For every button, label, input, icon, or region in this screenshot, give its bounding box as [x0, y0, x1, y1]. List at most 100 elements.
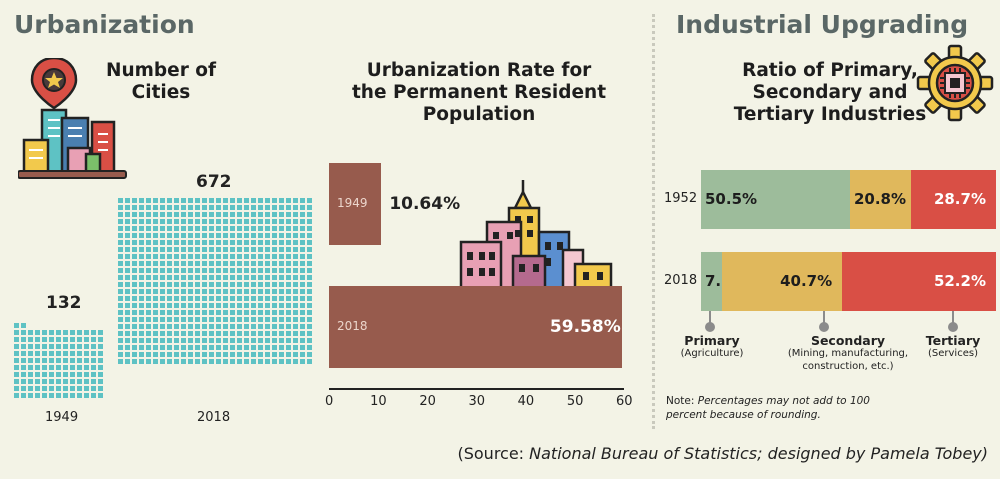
city-square [167, 338, 172, 343]
city-square [251, 268, 256, 273]
city-square [265, 289, 270, 294]
city-square [56, 379, 61, 384]
city-square [63, 365, 68, 370]
city-square [230, 247, 235, 252]
ratio-bar-1952: 50.5% 20.8% 28.7% [701, 170, 996, 229]
rate-bar-label-1949: 1949 [337, 196, 368, 210]
legend-secondary: Secondary (Mining, manufacturing, constr… [778, 333, 918, 373]
city-square [70, 330, 75, 335]
city-square [63, 330, 68, 335]
city-square [63, 393, 68, 398]
city-square [216, 268, 221, 273]
city-square [265, 233, 270, 238]
city-square [14, 337, 19, 342]
city-square [216, 310, 221, 315]
city-square [91, 393, 96, 398]
city-square [307, 261, 312, 266]
rate-chart-title: Urbanization Rate for the Permanent Resi… [346, 60, 612, 127]
city-square [181, 296, 186, 301]
city-square [132, 219, 137, 224]
skyline-icon [459, 180, 613, 288]
city-square [300, 247, 305, 252]
city-square [272, 296, 277, 301]
city-square [188, 275, 193, 280]
city-square [139, 345, 144, 350]
city-square [216, 359, 221, 364]
city-square [293, 212, 298, 217]
city-square [258, 226, 263, 231]
city-square [21, 323, 26, 328]
city-square [307, 310, 312, 315]
city-square [202, 352, 207, 357]
city-square [307, 338, 312, 343]
city-square [230, 317, 235, 322]
city-square [265, 226, 270, 231]
city-square [153, 282, 158, 287]
city-square [258, 240, 263, 245]
city-square [125, 219, 130, 224]
city-square [174, 338, 179, 343]
city-square [265, 282, 270, 287]
city-square [125, 226, 130, 231]
city-square [209, 317, 214, 322]
city-square [84, 386, 89, 391]
city-square [237, 219, 242, 224]
city-square [146, 317, 151, 322]
city-square [98, 379, 103, 384]
cities-value-2018: 672 [196, 172, 232, 192]
city-square [251, 338, 256, 343]
city-square [167, 226, 172, 231]
city-square [244, 205, 249, 210]
city-square [223, 275, 228, 280]
city-square [265, 254, 270, 259]
city-square [279, 296, 284, 301]
city-square [300, 226, 305, 231]
city-square [42, 372, 47, 377]
city-square [77, 351, 82, 356]
city-square [258, 359, 263, 364]
city-square [202, 282, 207, 287]
city-square [35, 330, 40, 335]
city-square [153, 303, 158, 308]
city-square [70, 337, 75, 342]
city-square [42, 358, 47, 363]
city-square [293, 317, 298, 322]
cities-grid-2018 [118, 197, 314, 365]
city-square [258, 275, 263, 280]
city-square [132, 310, 137, 315]
city-square [160, 226, 165, 231]
city-square [223, 226, 228, 231]
city-square [174, 282, 179, 287]
city-square [160, 345, 165, 350]
city-square [132, 261, 137, 266]
city-square [28, 337, 33, 342]
city-square [279, 219, 284, 224]
city-square [118, 331, 123, 336]
city-square [209, 275, 214, 280]
city-square [167, 240, 172, 245]
city-square [286, 303, 291, 308]
city-square [286, 275, 291, 280]
city-square [21, 351, 26, 356]
city-square [300, 303, 305, 308]
city-square [14, 393, 19, 398]
city-square [195, 226, 200, 231]
city-square [160, 359, 165, 364]
city-square [209, 212, 214, 217]
ratio-segment-tertiary: 28.7% [911, 170, 996, 229]
city-square [181, 254, 186, 259]
city-square [300, 282, 305, 287]
city-square [56, 386, 61, 391]
city-square [293, 198, 298, 203]
city-square [265, 317, 270, 322]
city-square [188, 338, 193, 343]
city-square [223, 296, 228, 301]
city-square [153, 359, 158, 364]
cities-year-1949: 1949 [45, 410, 79, 425]
city-square [202, 198, 207, 203]
city-square [230, 345, 235, 350]
city-square [35, 393, 40, 398]
city-square [56, 372, 61, 377]
city-square [125, 268, 130, 273]
city-square [188, 289, 193, 294]
